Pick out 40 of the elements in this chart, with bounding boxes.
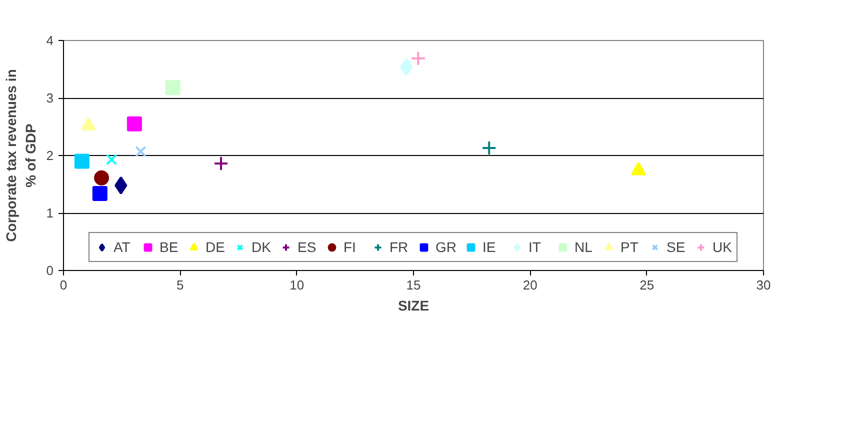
x-tick-label: 30 <box>756 278 771 292</box>
point <box>482 140 497 156</box>
legend-label: DE <box>206 239 226 255</box>
point <box>400 58 413 76</box>
legend-label: SE <box>666 239 686 255</box>
point <box>74 154 90 169</box>
legend-label: ES <box>298 239 318 255</box>
legend-label: UK <box>712 239 732 255</box>
point <box>410 50 426 66</box>
point <box>114 176 128 194</box>
y-tick-label: 2 <box>46 148 54 163</box>
x-tick-label: 20 <box>522 278 538 292</box>
x-tick-label: 10 <box>290 278 304 292</box>
legend-label: IE <box>482 239 497 255</box>
x-axis-title: SIZE <box>398 298 430 314</box>
point <box>165 80 180 96</box>
legend-label: DK <box>252 239 272 255</box>
y-tick-label: 4 <box>46 33 54 48</box>
x-tick-label: 0 <box>60 278 68 292</box>
y-tick-label: 0 <box>46 263 54 278</box>
point <box>135 146 146 158</box>
point <box>126 116 142 132</box>
legend-label: PT <box>620 239 640 255</box>
y-tick-label: 3 <box>46 90 54 106</box>
x-tick-label: 25 <box>640 278 654 292</box>
y-axis-title: Corporate tax revenues in % of GDP <box>3 69 38 242</box>
point <box>106 154 118 166</box>
legend-label: BE <box>160 239 180 255</box>
legend-label: AT <box>114 239 132 255</box>
legend-label: IT <box>528 239 542 255</box>
legend-label: NL <box>574 239 594 255</box>
legend-label: FR <box>390 239 410 255</box>
legend-label: FI <box>344 239 357 255</box>
x-tick-label: 15 <box>406 278 421 292</box>
legend-label: GR <box>436 239 456 255</box>
point <box>214 156 228 172</box>
point <box>94 170 110 186</box>
y-tick-label: 1 <box>46 206 54 220</box>
x-tick-label: 5 <box>176 278 184 292</box>
point <box>92 186 108 201</box>
